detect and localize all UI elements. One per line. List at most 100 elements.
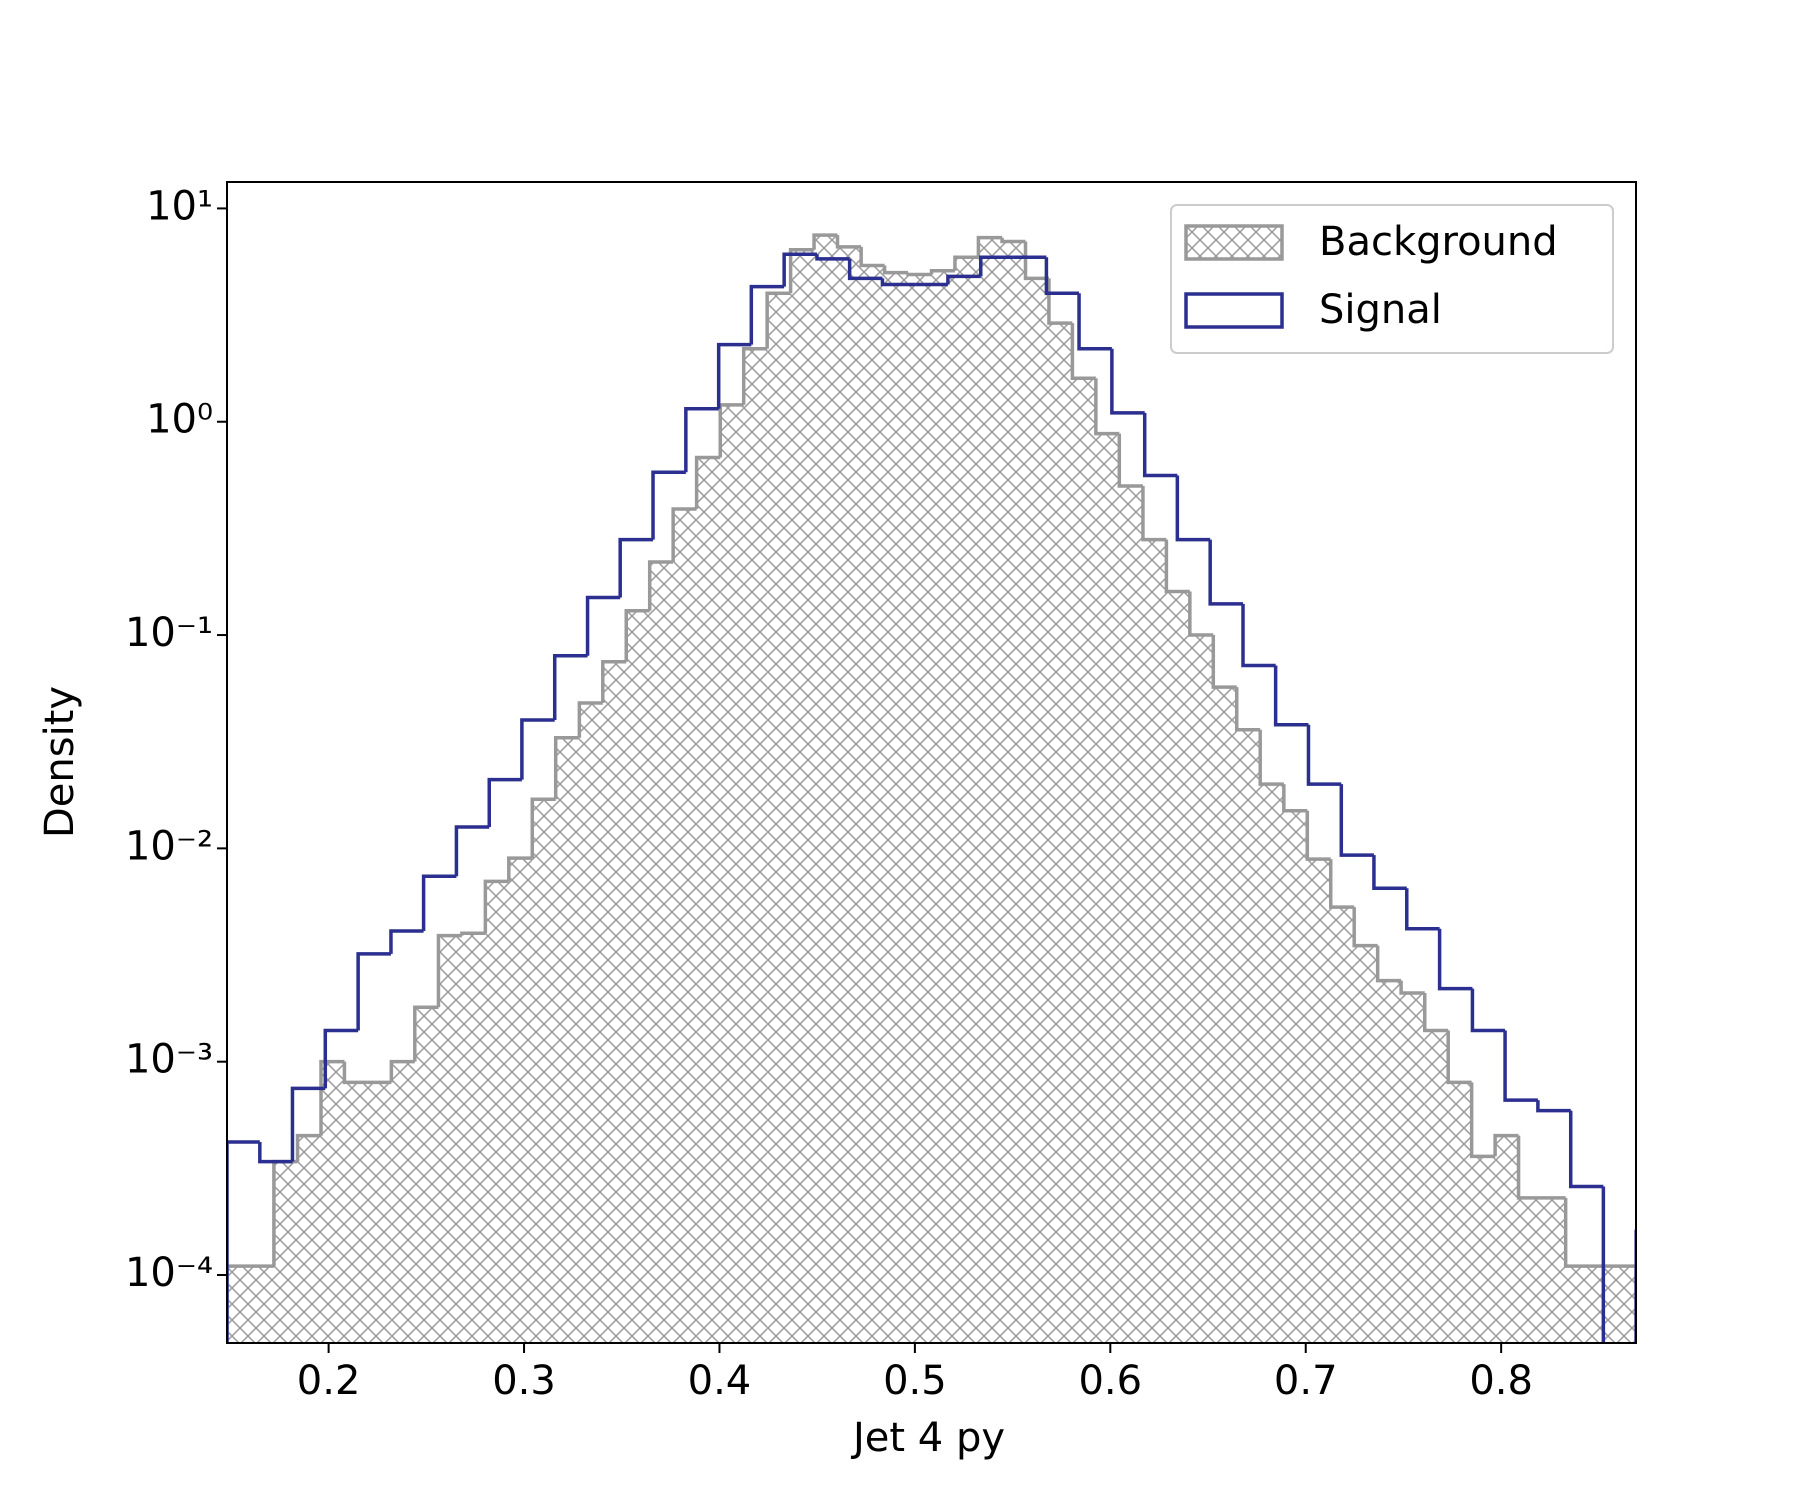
histogram-step xyxy=(1352,907,1378,948)
histogram-step xyxy=(1070,323,1096,380)
histogram-step xyxy=(1372,855,1407,891)
histogram-step xyxy=(906,272,932,277)
histogram-bar xyxy=(438,935,462,1343)
histogram-bar xyxy=(884,272,909,1343)
histogram-bar xyxy=(1495,1135,1519,1343)
histogram-step xyxy=(413,1005,439,1062)
histogram-bar xyxy=(673,508,697,1343)
histogram-bar xyxy=(1330,907,1355,1343)
histogram-step xyxy=(342,1061,368,1085)
histogram-bar xyxy=(1142,539,1167,1343)
histogram-step xyxy=(1601,1186,1606,1343)
histogram-step xyxy=(389,929,424,954)
histogram-step xyxy=(716,342,752,409)
histogram-bar xyxy=(1377,980,1402,1343)
histogram-bar xyxy=(1025,278,1049,1343)
histogram-step xyxy=(585,595,621,656)
histogram-bar xyxy=(485,881,509,1343)
histogram-bar xyxy=(1589,1266,1613,1343)
histogram-step xyxy=(1282,784,1308,813)
histogram-step xyxy=(1612,1264,1636,1343)
histogram-step xyxy=(227,1140,260,1343)
histogram-bar xyxy=(250,1266,274,1343)
histogram-step xyxy=(765,291,791,349)
histogram-bar xyxy=(1471,1156,1496,1343)
histogram-step xyxy=(1188,591,1214,637)
legend-label: Background xyxy=(1319,219,1558,265)
histogram-bar xyxy=(1565,1266,1590,1343)
histogram-step xyxy=(978,255,1014,277)
histogram-step xyxy=(880,278,916,287)
histogram-bar xyxy=(1448,1082,1472,1343)
histogram-step xyxy=(290,1086,326,1162)
histogram-step xyxy=(1470,988,1506,1033)
histogram-step xyxy=(1164,539,1190,594)
histogram-bar xyxy=(414,1007,439,1343)
histogram-step xyxy=(1141,485,1167,542)
histogram-bar xyxy=(1002,241,1026,1343)
histogram-bar xyxy=(931,270,955,1343)
histogram-bar xyxy=(461,933,486,1343)
histogram-bar xyxy=(602,661,627,1343)
histogram-step xyxy=(647,560,674,611)
histogram-step xyxy=(1094,378,1120,436)
legend: Background Signal xyxy=(1170,204,1614,354)
histogram-step xyxy=(859,246,885,268)
histogram-step xyxy=(618,537,654,598)
histogram-bar xyxy=(579,703,603,1343)
x-tick-label: 0.8 xyxy=(1469,1358,1533,1404)
histogram-bar xyxy=(508,858,533,1343)
histogram-step xyxy=(835,235,862,249)
histogram-step xyxy=(882,265,909,275)
histogram-bar xyxy=(1095,433,1120,1343)
histogram-bar xyxy=(273,1161,298,1343)
histogram-bar xyxy=(1401,992,1425,1343)
histogram-step xyxy=(460,931,486,936)
histogram-step xyxy=(651,470,686,540)
histogram-bar xyxy=(1424,1030,1449,1343)
x-axis-label: Jet 4 py xyxy=(850,1415,1005,1461)
histogram-step xyxy=(258,1142,293,1164)
histogram-bar xyxy=(626,610,650,1343)
histogram-step xyxy=(1399,980,1425,995)
histogram-step xyxy=(1423,992,1449,1033)
histogram-bar xyxy=(391,1061,415,1343)
histogram-step xyxy=(520,718,555,780)
histogram-step xyxy=(1110,348,1145,415)
histogram-step xyxy=(1117,433,1143,488)
histogram-step xyxy=(1503,1030,1538,1102)
histogram-bar xyxy=(790,249,815,1343)
histogram-step xyxy=(1405,888,1440,931)
histogram-step xyxy=(1339,784,1374,857)
histogram-bar xyxy=(1542,1197,1566,1343)
histogram-step xyxy=(530,797,556,859)
y-tick-label: 10¹ xyxy=(146,183,213,229)
histogram-step xyxy=(929,269,955,275)
histogram-step xyxy=(1536,1100,1571,1113)
histogram-step xyxy=(782,252,817,287)
legend-swatch xyxy=(1184,224,1284,261)
histogram-step xyxy=(946,274,981,285)
histogram-step xyxy=(1329,859,1355,909)
histogram-step xyxy=(1235,687,1261,732)
y-tick-label: 10⁻³ xyxy=(125,1037,213,1083)
histogram-step xyxy=(1306,724,1342,786)
histogram-step xyxy=(454,825,490,877)
histogram-step xyxy=(323,1028,359,1089)
histogram-bar xyxy=(837,246,862,1343)
histogram-bar xyxy=(649,562,674,1343)
histogram-step xyxy=(436,933,462,1008)
histogram-bar xyxy=(367,1082,392,1343)
y-tick-label: 10⁻⁴ xyxy=(125,1250,213,1296)
plot-area xyxy=(227,233,1636,1343)
histogram-step xyxy=(1211,635,1237,689)
histogram-step xyxy=(389,1059,415,1083)
histogram-step xyxy=(1273,665,1309,727)
histogram-bar xyxy=(861,265,885,1343)
histogram-bar xyxy=(954,257,979,1343)
histogram-step xyxy=(1437,928,1473,991)
histogram-step xyxy=(421,874,457,931)
histogram-step xyxy=(1023,241,1049,281)
histogram-bar xyxy=(767,293,791,1343)
